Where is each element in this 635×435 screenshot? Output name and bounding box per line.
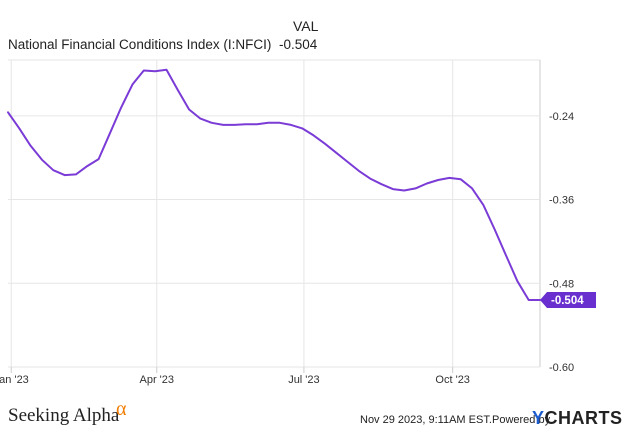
- x-tick-label: Jul '23: [288, 374, 319, 386]
- ycharts-logo-y: Y: [532, 408, 545, 428]
- last-value-label: -0.504: [551, 295, 584, 307]
- ycharts-logo: YCHARTS: [532, 408, 623, 429]
- ycharts-logo-text: CHARTS: [544, 408, 623, 428]
- y-tick-label: -0.60: [549, 362, 574, 374]
- x-axis: Jan '23 Apr '23 Jul '23 Oct '23: [0, 367, 470, 386]
- y-tick-label: -0.36: [549, 195, 574, 207]
- y-tick-label: -0.24: [549, 111, 574, 123]
- seeking-alpha-logo: Seeking Alpha: [8, 405, 120, 426]
- legend-column-header: VAL: [293, 18, 319, 34]
- x-tick-label: Apr '23: [140, 374, 175, 386]
- grid-lines: [8, 59, 541, 368]
- x-tick-label: Jan '23: [0, 374, 29, 386]
- y-tick-label: -0.48: [549, 278, 574, 290]
- y-axis: -0.24 -0.36 -0.48 -0.60: [549, 111, 574, 374]
- series-layer: [7, 68, 541, 301]
- legend-series-value: -0.504: [279, 37, 318, 52]
- x-tick-label: Oct '23: [435, 374, 470, 386]
- last-value-marker: -0.504: [540, 292, 596, 309]
- nfci-series-line: [7, 68, 541, 301]
- powered-by-text: Powered by: [492, 414, 551, 426]
- seeking-alpha-mark-icon: α: [116, 398, 127, 420]
- legend-series-name: National Financial Conditions Index (I:N…: [8, 37, 272, 52]
- last-value-flag: [540, 292, 596, 309]
- chart-timestamp: Nov 29 2023, 9:11AM EST.: [360, 414, 492, 426]
